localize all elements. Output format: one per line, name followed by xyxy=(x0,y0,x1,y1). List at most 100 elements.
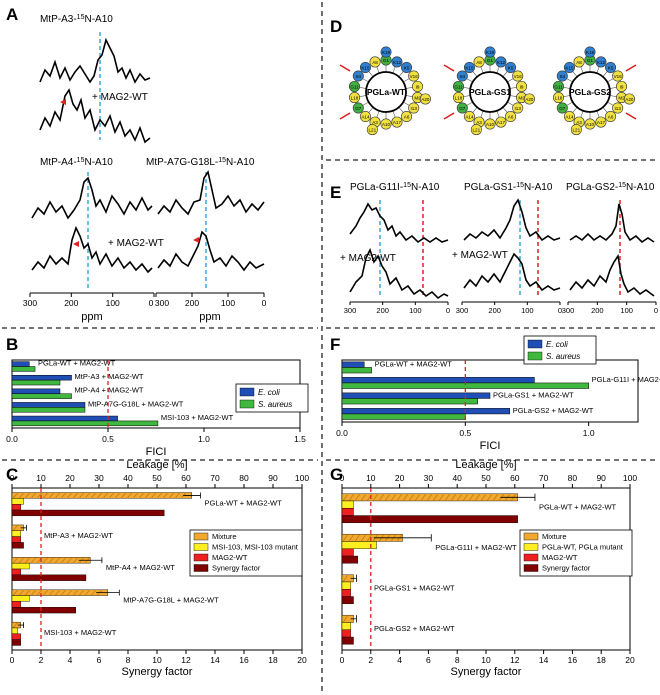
legend-swatch-e-coli xyxy=(239,387,255,397)
residue-label: L18 xyxy=(555,96,563,101)
bar-s-aureus-mtp-a4-mag2-wt xyxy=(11,393,72,399)
residue-label: A6 xyxy=(508,115,514,120)
residue-label: A10 xyxy=(586,122,595,127)
residue-a10 xyxy=(484,118,496,130)
hatch-line xyxy=(120,492,127,499)
synergy-tick-label: 20 xyxy=(625,655,635,665)
residue-a20 xyxy=(623,93,635,105)
hatch-line xyxy=(396,493,403,502)
category-label: PGLa-GS1 + MAG2-WT xyxy=(374,584,455,593)
bar-pgla-wt-pgla-mutant-pgla-wt-mag2-wt xyxy=(341,500,354,509)
hatch-line xyxy=(24,492,31,499)
bar-mag2-wt-mtp-a4-mag2-wt xyxy=(11,568,21,576)
hatch-line xyxy=(78,589,85,596)
residue-label: M2 xyxy=(518,96,525,101)
category-label: PGLa-WT + MAG2-WT xyxy=(205,498,283,507)
legend-swatch-synergy-factor xyxy=(523,564,539,572)
bar-synergy-factor-pgla-g11i-mag2-wt xyxy=(341,555,359,564)
a-tick-r300: 300 xyxy=(155,298,169,308)
residue-label: K19 xyxy=(586,50,595,55)
category-label: MtP-A3 + MAG2-WT xyxy=(44,531,113,540)
residue-label: V16 xyxy=(614,74,623,79)
legend-swatch-mag2-wt xyxy=(193,553,209,562)
residue-label: K12 xyxy=(393,60,402,65)
hatch-line xyxy=(468,493,475,502)
panel-e: E PGLa-G11I-15N-A10 PGLa-GS1-15N-A10 PGL… xyxy=(330,182,658,316)
wheel-name: PGLa-GS2 xyxy=(569,87,611,97)
residue-label: M2 xyxy=(618,96,625,101)
mutation-arrow xyxy=(443,64,455,72)
panel-f-label: F xyxy=(330,335,340,354)
hatch-line xyxy=(66,492,73,499)
gs2-spectrum-free xyxy=(569,203,655,244)
bar-e-coli-pgla-g11i-mag2-wt xyxy=(341,377,535,384)
bar-mag2-wt-pgla-gs2-mag2-wt xyxy=(341,629,351,638)
residue-a6 xyxy=(505,111,517,123)
legend-swatch-mag2-wt xyxy=(523,553,539,562)
a-xlabel-left: ppm xyxy=(81,311,102,323)
hatch-line xyxy=(48,492,55,499)
residue-label: I13 xyxy=(615,106,622,111)
e-tick-label: 300 xyxy=(456,306,469,315)
mutation-arrow xyxy=(625,112,637,120)
a-tick-200: 200 xyxy=(64,298,78,308)
wheel-center xyxy=(469,71,511,113)
gs2-spectrum-bound xyxy=(569,253,655,297)
residue-label: G11 xyxy=(554,84,563,89)
hatch-line xyxy=(354,493,361,502)
residue-k5 xyxy=(505,61,517,73)
hatch-line xyxy=(366,493,373,502)
a-left-axis xyxy=(29,292,155,297)
bar-synergy-factor-pgla-wt-mag2-wt xyxy=(11,509,165,517)
fici-tick-label: 0.5 xyxy=(102,434,114,444)
residue-label: L21 xyxy=(472,128,480,133)
a4-spectrum-free xyxy=(31,176,153,220)
legend-swatch-mixture xyxy=(193,532,209,541)
residue-i13 xyxy=(612,102,624,114)
category-label: MtP-A7G-G18L + MAG2-WT xyxy=(88,399,184,408)
residue-label: K5 xyxy=(508,65,514,70)
residue-l21 xyxy=(470,124,482,136)
fici-axis-label: FICI xyxy=(480,440,501,452)
hatch-line xyxy=(102,492,109,499)
residue-a10 xyxy=(584,118,596,130)
leakage-tick-label: 60 xyxy=(181,473,191,483)
hatch-line xyxy=(114,492,121,499)
hatch-line xyxy=(486,493,493,502)
residue-s4 xyxy=(352,70,364,82)
leakage-tick-label: 90 xyxy=(596,473,606,483)
fici-tick-label: 1.0 xyxy=(583,428,595,438)
hatch-line xyxy=(408,493,415,502)
bar-msi-103-msi-103-mutant-mtp-a3-mag2-wt xyxy=(11,530,21,537)
leakage-tick-label: 20 xyxy=(65,473,75,483)
a-tick-r200: 200 xyxy=(185,298,199,308)
bar-e-coli-mtp-a3-mag2-wt xyxy=(11,374,72,381)
hatch-line xyxy=(18,557,25,564)
residue-a14 xyxy=(563,111,575,123)
residue-k19 xyxy=(584,46,596,58)
hatch-line xyxy=(342,493,349,502)
residue-g11 xyxy=(452,80,464,92)
leakage-tick-label: 40 xyxy=(452,473,462,483)
residue-label: K5 xyxy=(608,65,614,70)
category-label: MtP-A4 + MAG2-WT xyxy=(75,386,144,395)
synergy-tick-label: 0 xyxy=(340,655,345,665)
hatch-line xyxy=(18,589,25,596)
bar-e-coli-pgla-gs1-mag2-wt xyxy=(341,392,491,399)
hatch-line xyxy=(48,557,55,564)
hatch-line xyxy=(60,589,67,596)
residue-s4 xyxy=(456,70,468,82)
residue-label: V16 xyxy=(410,74,419,79)
fici-tick-label: 0.0 xyxy=(336,428,348,438)
residue-k12 xyxy=(391,56,403,68)
panel-c: C Leakage [%] 0 10 20 30 40 50 60 70 80 90 100 0 2 4 6 8… xyxy=(6,459,309,678)
helical-wheel-pgla-wt: PGLa-WT G1 M2 A3 S4 K5 A6 G7 A8 I9 A10 G11 K12 I13 A14… xyxy=(339,46,431,136)
synergy-tick-label: 8 xyxy=(126,655,131,665)
legend-swatch-pgla-wt-pgla-mutant xyxy=(523,543,539,551)
leakage-tick-label: 20 xyxy=(395,473,405,483)
fici-plot-frame xyxy=(341,359,639,423)
residue-k15 xyxy=(463,61,475,73)
category-label: PGLa-GS1 + MAG2-WT xyxy=(493,390,574,399)
leakage-tick-label: 10 xyxy=(36,473,46,483)
category-label: MtP-A4 + MAG2-WT xyxy=(106,563,175,572)
